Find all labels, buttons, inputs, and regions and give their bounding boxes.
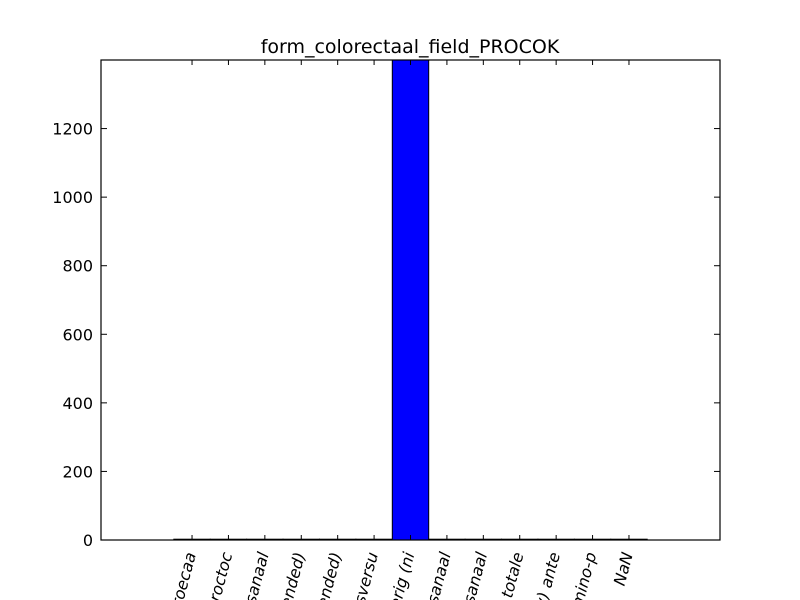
bars-layer	[173, 59, 648, 541]
plot-frame	[100, 59, 721, 541]
y-tick-label: 1200	[52, 120, 93, 139]
y-tick-label: 600	[62, 325, 93, 344]
y-tick-label: 400	[62, 394, 93, 413]
y-tick-labels: 0 200 400 600 800 1000 1200	[52, 120, 93, 550]
x-tick-label: mino-p	[568, 550, 601, 600]
x-tick-label: erig (ni	[385, 550, 418, 600]
x-tick-label: ended)	[276, 550, 309, 600]
x-tick-label: sanaal	[423, 550, 455, 600]
chart-title: form_colorectaal_field_PROCOK	[261, 36, 560, 58]
x-tick-label: sanaal	[241, 550, 273, 600]
y-tick-label: 200	[62, 462, 93, 481]
x-tick-labels: roecaa roctoc sanaal ended) ended) sversu erig…	[167, 550, 636, 600]
x-tick-label: sanaal	[459, 550, 491, 600]
y-tick-label: 1000	[52, 188, 93, 207]
x-tick-label: roecaa	[167, 550, 199, 600]
y-tick-label: 800	[62, 257, 93, 276]
y-tick-label: 0	[83, 531, 93, 550]
x-tick-label: sversu	[350, 550, 382, 600]
x-tick-label: v) ante	[531, 550, 564, 600]
x-tick-label: roctoc	[205, 550, 236, 600]
bar-6	[391, 59, 430, 541]
x-tick-label: ended)	[313, 550, 346, 600]
x-tick-label: NaN	[610, 550, 637, 588]
x-tick-label: totale	[497, 550, 527, 600]
